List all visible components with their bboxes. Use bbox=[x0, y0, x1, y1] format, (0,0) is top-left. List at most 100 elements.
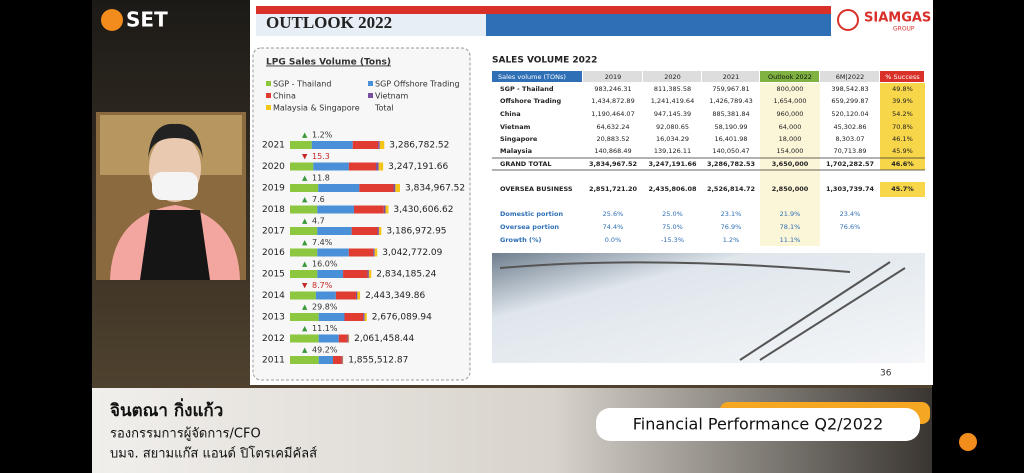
table-cell: 3,834,967.52 bbox=[589, 160, 637, 168]
legend-label: China bbox=[273, 92, 296, 101]
table-cell: 3,650,000 bbox=[772, 160, 809, 168]
bar-segment bbox=[367, 270, 369, 278]
table-title: SALES VOLUME 2022 bbox=[492, 56, 597, 66]
table-cell: 3,247,191.66 bbox=[648, 160, 697, 168]
header-cell bbox=[492, 71, 582, 82]
bar-segment bbox=[347, 334, 349, 343]
table-cell: 960,000 bbox=[777, 110, 804, 118]
year-label: 2020 bbox=[262, 162, 285, 172]
row-label: GRAND TOTAL bbox=[500, 160, 552, 168]
bar-segment bbox=[317, 205, 354, 214]
table-cell: 46.1% bbox=[892, 135, 913, 143]
growth-arrow: ▼ bbox=[302, 153, 308, 161]
bar-segment bbox=[364, 313, 367, 321]
table-cell: 45.9% bbox=[892, 147, 913, 155]
bar-segment bbox=[352, 141, 379, 149]
year-label: 2018 bbox=[262, 205, 285, 215]
bar-segment bbox=[348, 248, 374, 257]
table-cell: 8,303.07 bbox=[836, 135, 865, 143]
presenter-company: บมจ. สยามแก๊ส แอนด์ ปิโตรเคมีคัลส์ bbox=[110, 446, 317, 462]
bar-segment bbox=[351, 227, 378, 235]
growth-arrow: ▲ bbox=[302, 217, 308, 225]
bar-segment bbox=[378, 162, 384, 171]
bar-segment bbox=[317, 248, 349, 257]
bar-segment bbox=[290, 162, 314, 171]
brand-icon bbox=[837, 9, 859, 31]
table-cell: 54.2% bbox=[892, 110, 913, 118]
header-text: % Success bbox=[885, 73, 920, 81]
title-band bbox=[486, 14, 831, 36]
header-cell bbox=[643, 71, 701, 82]
table-cell: 78.1% bbox=[780, 223, 801, 231]
legend-swatch bbox=[266, 93, 271, 98]
table-cell: 39.9% bbox=[892, 97, 913, 105]
table-cell: 1,426,789.43 bbox=[709, 97, 752, 105]
table-cell: 1,241,419.64 bbox=[651, 97, 694, 105]
growth-label: 4.7 bbox=[312, 217, 325, 226]
table-cell: 3,286,782.53 bbox=[707, 160, 755, 168]
bar-segment bbox=[376, 162, 379, 171]
table-cell: 1.2% bbox=[723, 236, 740, 244]
table-cell: 70.8% bbox=[892, 123, 913, 131]
row-label: OVERSEA BUSINESS bbox=[500, 185, 573, 193]
bar-segment bbox=[357, 291, 361, 300]
table-cell: 16,034.29 bbox=[656, 135, 689, 143]
table-cell: 23.4% bbox=[840, 210, 861, 218]
bar-segment bbox=[338, 334, 348, 343]
bar-segment bbox=[313, 162, 349, 171]
row-label: Vietnam bbox=[500, 123, 531, 131]
growth-arrow: ▼ bbox=[302, 282, 308, 290]
header-text: 6M|2022 bbox=[836, 73, 864, 81]
presenter-position: รองกรรมการผู้จัดการ/CFO bbox=[110, 427, 261, 442]
bar-segment bbox=[290, 205, 318, 214]
growth-label: 8.7% bbox=[312, 281, 333, 290]
table-cell: -15.3% bbox=[661, 236, 684, 244]
table-cell: 16,401.98 bbox=[714, 135, 747, 143]
growth-arrow: ▲ bbox=[302, 303, 308, 311]
table-cell: 2,850,000 bbox=[772, 185, 809, 193]
row-label: Oversea portion bbox=[500, 223, 559, 231]
table-cell: 1,190,464.07 bbox=[591, 110, 634, 118]
table-cell: 759,967.81 bbox=[712, 85, 749, 93]
growth-arrow: ▲ bbox=[302, 196, 308, 204]
header-text: 2019 bbox=[605, 73, 622, 81]
table-cell: 45,302.86 bbox=[833, 123, 866, 131]
growth-arrow: ▲ bbox=[302, 346, 308, 354]
legend-label: Total bbox=[374, 104, 394, 113]
total-label: 1,855,512.87 bbox=[348, 356, 408, 366]
presenter-hair bbox=[148, 123, 203, 160]
table-cell: 75.0% bbox=[662, 223, 683, 231]
bar-segment bbox=[379, 141, 385, 149]
year-label: 2013 bbox=[262, 313, 285, 323]
total-label: 3,834,967.52 bbox=[405, 184, 465, 194]
growth-label: 15.3 bbox=[312, 152, 330, 161]
total-label: 2,443,349.86 bbox=[365, 291, 425, 301]
bar-segment bbox=[348, 162, 377, 171]
header-cell bbox=[583, 71, 642, 82]
table-cell: 21.9% bbox=[780, 210, 801, 218]
bar-segment bbox=[318, 184, 360, 192]
bar-segment bbox=[368, 270, 372, 278]
bar-segment bbox=[317, 270, 344, 278]
bar-segment bbox=[383, 205, 386, 214]
header-cell bbox=[702, 71, 759, 82]
header-cell bbox=[880, 71, 924, 82]
total-label: 3,286,782.52 bbox=[389, 141, 449, 151]
bar-segment bbox=[317, 227, 352, 235]
table-cell: 18,000 bbox=[779, 135, 802, 143]
header-text: 2021 bbox=[723, 73, 740, 81]
bar-segment bbox=[290, 356, 319, 364]
tank-photo bbox=[492, 253, 925, 363]
growth-arrow: ▲ bbox=[302, 174, 308, 182]
year-label: 2021 bbox=[262, 141, 285, 151]
bar-segment bbox=[374, 248, 378, 257]
bar-segment bbox=[363, 313, 365, 321]
total-label: 2,061,458.44 bbox=[354, 334, 414, 344]
bar-segment bbox=[290, 313, 319, 321]
growth-label: 29.8% bbox=[312, 303, 338, 312]
row-label: Offshore Trading bbox=[500, 97, 561, 105]
banner-box bbox=[596, 408, 920, 441]
table-cell: 46.6% bbox=[891, 160, 914, 168]
bar-segment bbox=[348, 334, 350, 343]
